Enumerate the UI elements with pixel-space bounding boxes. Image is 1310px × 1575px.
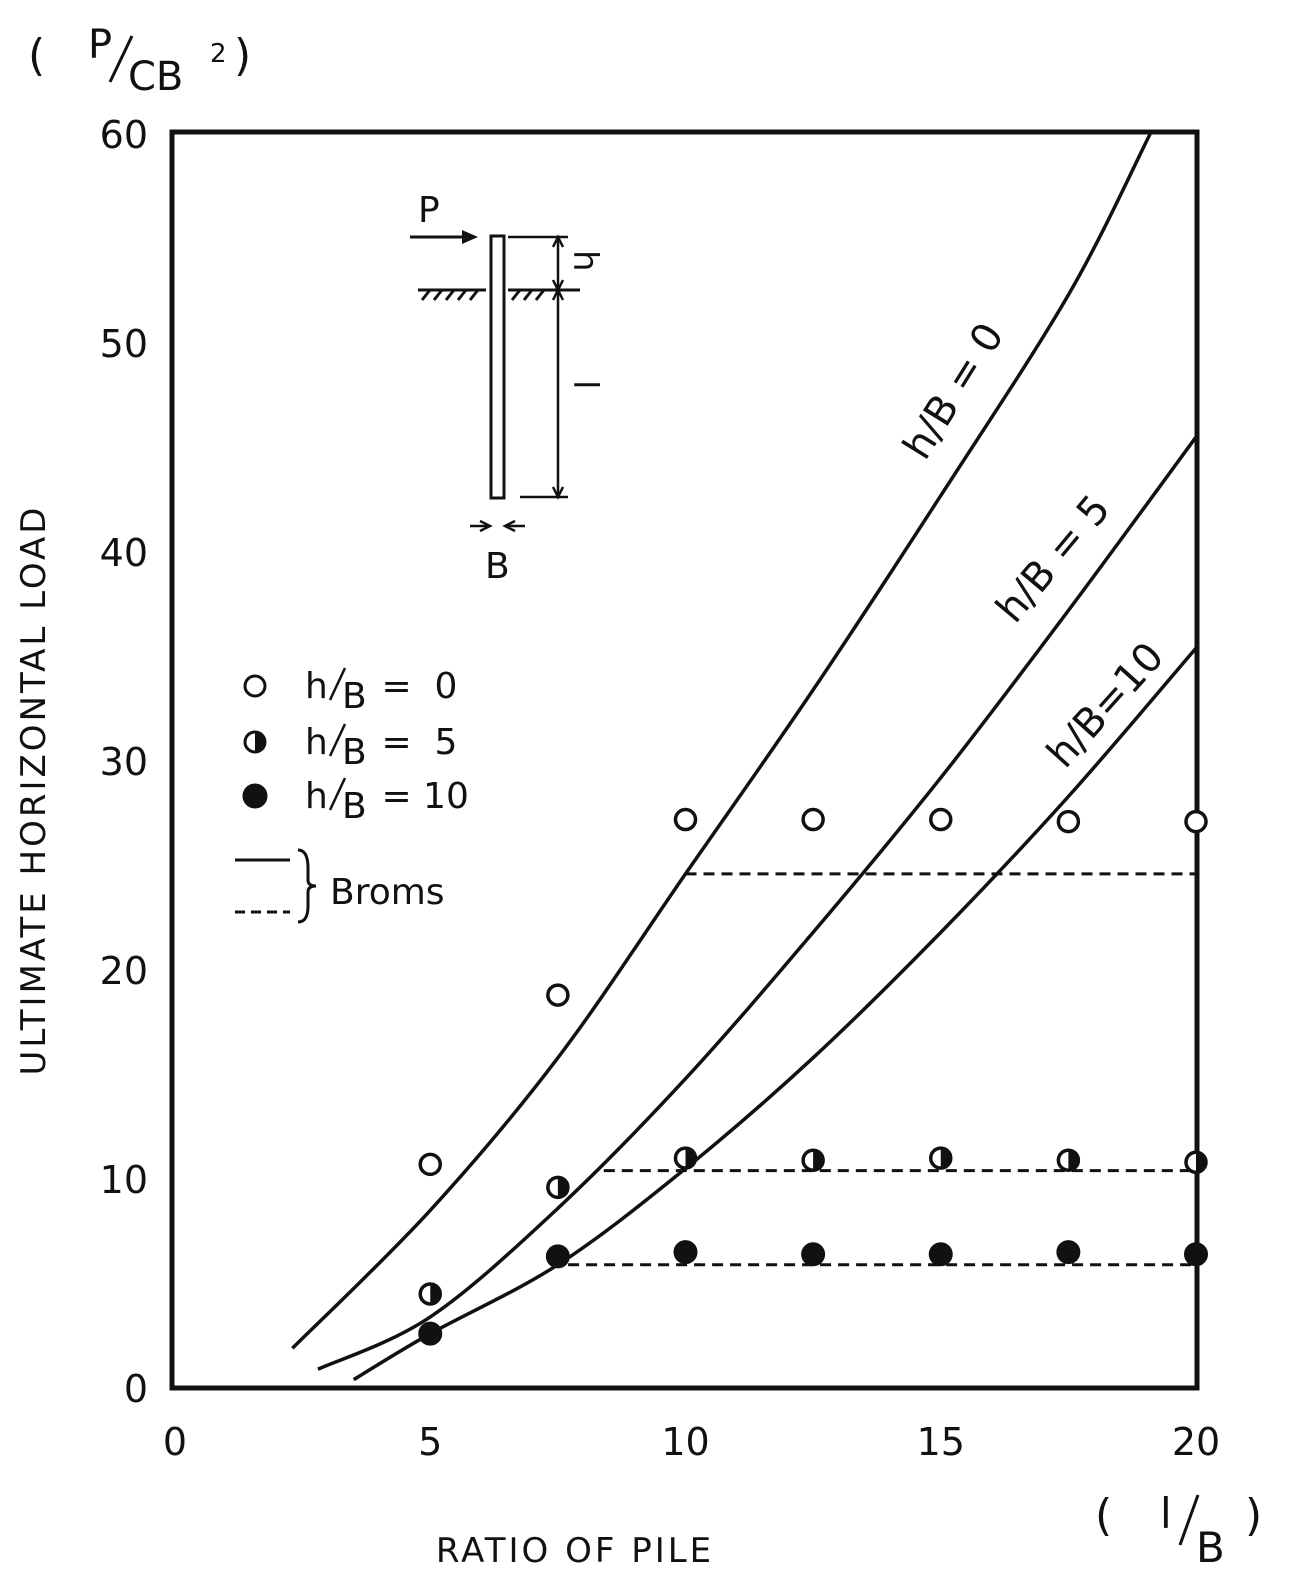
point-h-b-0-4 [929, 807, 953, 832]
y-tick-label-10: 10 [100, 1158, 148, 1202]
point-h-b-0-2 [673, 807, 698, 832]
x-tick-label-0: 0 [163, 1420, 187, 1464]
legend-item-1-slash [328, 723, 347, 757]
inset-load-label: P [418, 190, 440, 231]
legend-marker-half [243, 730, 267, 754]
point-h-b-5-6 [1184, 1150, 1208, 1175]
point-h-b-5-1 [546, 1175, 570, 1200]
pile-inset-diagram: P h l B [410, 190, 605, 587]
legend-item-2-den: B [342, 786, 367, 827]
y-tick-label-40: 40 [100, 531, 148, 575]
inset-ground-hatch [420, 289, 546, 301]
legend-item-2-slash [328, 777, 347, 811]
y-tick-label-60: 60 [100, 113, 148, 157]
inset-length-label: l [565, 380, 605, 389]
y-unit-superscript: 2 [210, 39, 227, 69]
inset-height-label: h [565, 250, 605, 272]
x-tick-label-5: 5 [418, 1420, 442, 1464]
y-tick-label-30: 30 [100, 740, 148, 784]
series-h-b-0 [291, 133, 1208, 1350]
inset-width-label: B [485, 546, 510, 587]
x-unit-numerator: l [1160, 1489, 1172, 1538]
point-h-b-5-0 [418, 1282, 442, 1306]
inset-dimension-ticks [551, 234, 565, 500]
point-h-b-10-1 [545, 1244, 570, 1269]
legend-brace [297, 848, 317, 924]
series-h-b-10 [352, 646, 1208, 1382]
point-h-b-5-4 [929, 1146, 953, 1170]
inset-pile [489, 234, 506, 500]
x-unit-denominator: B [1196, 1523, 1225, 1572]
point-h-b-10-3 [801, 1242, 826, 1267]
y-tick-label-50: 50 [100, 322, 148, 366]
point-h-b-5-3 [801, 1148, 825, 1172]
x-tick-label-15: 15 [917, 1420, 965, 1464]
inset-width-arrowheads [479, 519, 516, 533]
x-axis-title: RATIO OF PILE [436, 1531, 714, 1571]
x-ticks: 0 5 10 15 20 [163, 1420, 1220, 1464]
legend-item-1-rest: = 5 [370, 722, 457, 763]
x-unit-pre: ( [1095, 1490, 1112, 1541]
y-axis-title: ULTIMATE HORIZONTAL LOAD [14, 505, 54, 1076]
point-h-b-10-2 [673, 1240, 698, 1265]
plot-frame [169, 129, 1200, 1391]
legend-item-0-den: B [342, 676, 367, 717]
curve-h-b-0 [291, 133, 1152, 1350]
y-unit-numerator: P [88, 22, 112, 68]
y-ticks: 0 10 20 30 40 50 60 [100, 113, 148, 1411]
curve-h-b-5 [317, 436, 1198, 1371]
point-h-b-5-2 [673, 1146, 698, 1170]
legend-item-1-den: B [342, 732, 367, 773]
x-unit: ( l B ) [1095, 1489, 1262, 1572]
x-unit-post: ) [1245, 1490, 1262, 1541]
series-layer [291, 133, 1208, 1382]
inset-load-arrowhead [462, 230, 478, 244]
point-h-b-10-4 [928, 1242, 953, 1267]
point-h-b-10-6 [1184, 1242, 1208, 1267]
x-unit-slash [1178, 1494, 1200, 1546]
y-unit: ( P CB 2 ) [28, 22, 251, 100]
legend-item-0-rest: = 0 [370, 666, 457, 707]
legend-item-2-rest: = 10 [370, 776, 469, 817]
curve-label-h-b-5: h/B = 5 [987, 486, 1119, 631]
point-h-b-0-5 [1056, 809, 1081, 834]
legend-marker-filled [242, 783, 268, 809]
curve-h-b-10 [352, 646, 1198, 1382]
legend-item-2-num: h [305, 776, 328, 817]
curve-label-h-b-0: h/B = 0 [894, 315, 1013, 467]
point-h-b-0-6 [1184, 809, 1208, 834]
legend-item-0-num: h [305, 666, 328, 707]
x-tick-label-10: 10 [661, 1420, 709, 1464]
legend-marker-open [243, 674, 267, 698]
point-h-b-10-5 [1056, 1240, 1081, 1265]
point-h-b-10-0 [418, 1321, 443, 1346]
point-h-b-0-0 [418, 1152, 442, 1177]
legend-item-1-num: h [305, 722, 328, 763]
series-h-b-5 [317, 436, 1208, 1371]
y-unit-slash [108, 35, 134, 83]
legend: h B = 0 h B = 5 h B = 10 Broms [235, 666, 469, 924]
point-h-b-0-1 [546, 983, 570, 1007]
legend-item-0-slash [328, 667, 347, 701]
y-tick-label-20: 20 [100, 949, 148, 993]
y-unit-pre: ( [28, 30, 45, 81]
y-unit-post: ) [234, 30, 251, 81]
x-tick-label-20: 20 [1172, 1420, 1220, 1464]
legend-broms-label: Broms [330, 872, 445, 913]
point-h-b-0-3 [801, 807, 825, 832]
y-tick-label-0: 0 [124, 1367, 148, 1411]
y-unit-denominator: CB [128, 54, 183, 100]
point-h-b-5-5 [1056, 1148, 1081, 1172]
